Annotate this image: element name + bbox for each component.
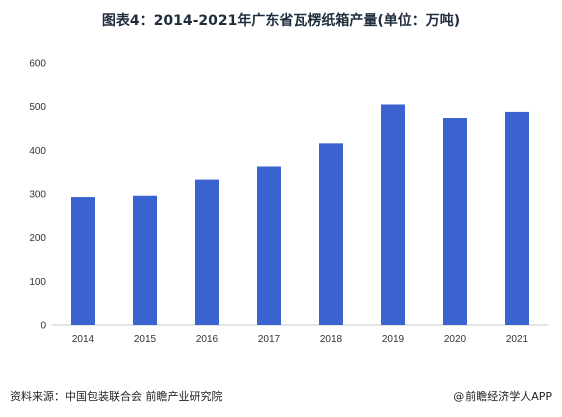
y-tick-label-600: 600	[29, 59, 46, 70]
x-tick-label-2018: 2018	[320, 334, 343, 345]
bar-2014	[71, 197, 95, 325]
bar-2017	[257, 166, 281, 325]
bar-2019	[381, 104, 405, 325]
x-tick-label-2016: 2016	[196, 334, 219, 345]
bar-2020	[443, 118, 467, 326]
at-symbol-icon: @	[453, 390, 465, 403]
y-tick-label-500: 500	[29, 102, 46, 113]
x-tick-label-2019: 2019	[382, 334, 405, 345]
brand-name: 前瞻经济学人APP	[465, 390, 552, 403]
y-tick-label-400: 400	[29, 146, 46, 157]
bar-2015	[133, 195, 157, 325]
chart-title: 图表4：2014-2021年广东省瓦楞纸箱产量(单位：万吨)	[101, 13, 461, 29]
bar-2018	[319, 143, 343, 325]
x-tick-label-2014: 2014	[72, 334, 95, 345]
y-tick-label-0: 0	[40, 321, 46, 332]
bar-2021	[505, 111, 529, 325]
y-tick-label-100: 100	[29, 277, 46, 288]
y-tick-label-200: 200	[29, 233, 46, 244]
y-tick-label-300: 300	[29, 190, 46, 201]
brand-label: @前瞻经济学人APP	[453, 388, 552, 404]
source-note: 资料来源：中国包装联合会 前瞻产业研究院	[10, 390, 223, 403]
bar-2016	[195, 179, 219, 325]
x-tick-label-2020: 2020	[444, 334, 467, 345]
x-tick-label-2015: 2015	[134, 334, 157, 345]
x-tick-label-2021: 2021	[506, 334, 529, 345]
x-tick-label-2017: 2017	[258, 334, 281, 345]
